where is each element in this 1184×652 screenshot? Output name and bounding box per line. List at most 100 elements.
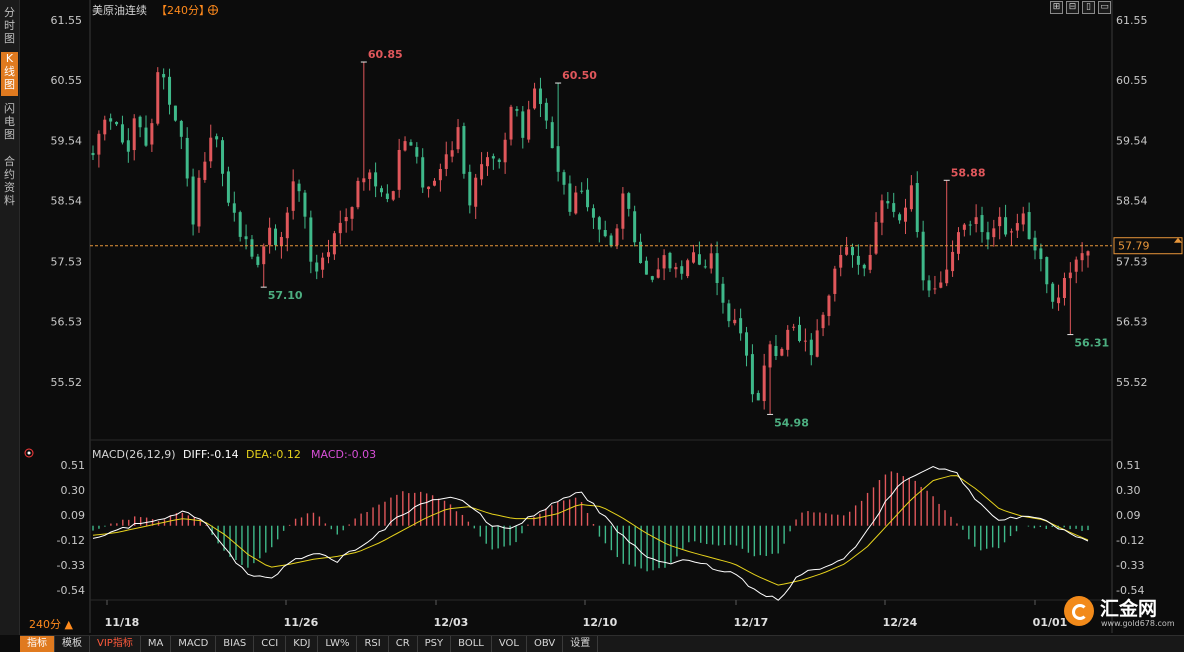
indicator-tab-boll[interactable]: BOLL bbox=[451, 636, 492, 652]
candle bbox=[144, 115, 148, 147]
candle bbox=[103, 115, 107, 141]
indicator-tab-obv[interactable]: OBV bbox=[527, 636, 564, 652]
indicator-tab-[interactable]: 指标 bbox=[20, 636, 55, 652]
candle bbox=[256, 253, 260, 268]
candle bbox=[762, 353, 766, 410]
candle bbox=[821, 312, 825, 337]
candle bbox=[538, 77, 542, 118]
candle bbox=[780, 347, 784, 357]
candle bbox=[786, 325, 790, 357]
candle bbox=[939, 271, 943, 289]
candle bbox=[368, 169, 372, 191]
candle bbox=[591, 204, 595, 229]
candle bbox=[250, 235, 254, 260]
indicator-tab-kdj[interactable]: KDJ bbox=[286, 636, 319, 652]
indicator-tab-[interactable]: 设置 bbox=[563, 636, 599, 652]
indicator-tab-vol[interactable]: VOL bbox=[492, 636, 527, 652]
logo-mark-icon bbox=[1064, 596, 1094, 626]
candle bbox=[1045, 256, 1049, 294]
indicator-tab-cr[interactable]: CR bbox=[389, 636, 418, 652]
candle bbox=[868, 244, 872, 274]
candle bbox=[556, 83, 560, 182]
x-date-label: 12/03 bbox=[434, 616, 469, 629]
candle bbox=[968, 220, 972, 236]
indicator-tab-bias[interactable]: BIAS bbox=[216, 636, 255, 652]
candle bbox=[845, 236, 849, 256]
layout-split-icon[interactable]: ⊟ bbox=[1066, 1, 1079, 14]
candle bbox=[185, 127, 189, 187]
candle bbox=[491, 153, 495, 170]
indicator-tab-cci[interactable]: CCI bbox=[254, 636, 287, 652]
candle bbox=[603, 220, 607, 238]
indicator-tab-ma[interactable]: MA bbox=[141, 636, 172, 652]
candle bbox=[274, 224, 278, 251]
candle bbox=[697, 241, 701, 266]
x-date-label: 12/17 bbox=[734, 616, 769, 629]
y-tick-left: 58.54 bbox=[51, 195, 83, 208]
candle bbox=[262, 243, 266, 288]
candle bbox=[533, 82, 537, 110]
candle bbox=[91, 145, 95, 161]
indicator-tab-psy[interactable]: PSY bbox=[418, 636, 452, 652]
candle bbox=[427, 186, 431, 198]
candle bbox=[285, 207, 289, 252]
chart-canvas[interactable]: 美原油连续 【240分】 61.55 61.55 60.55 60.55 59.54 59… bbox=[0, 0, 1184, 635]
candle bbox=[633, 205, 637, 247]
candle bbox=[880, 194, 884, 236]
x-date-label: 11/18 bbox=[105, 616, 140, 629]
indicator-tab-lw[interactable]: LW% bbox=[318, 636, 358, 652]
indicator-tab-[interactable]: 模板 bbox=[55, 636, 90, 652]
candle bbox=[956, 227, 960, 261]
candle bbox=[1039, 243, 1043, 272]
candle bbox=[203, 152, 207, 183]
macd-value-label: MACD:-0.03 bbox=[311, 448, 376, 461]
candle bbox=[527, 100, 531, 143]
candle bbox=[774, 334, 778, 360]
candle bbox=[156, 67, 160, 126]
candle bbox=[886, 192, 890, 209]
candle bbox=[892, 192, 896, 218]
candle bbox=[397, 138, 401, 198]
candle bbox=[1009, 228, 1013, 246]
period-selector-button[interactable]: 240分 ▲ bbox=[29, 618, 73, 631]
maximize-icon[interactable]: ▭ bbox=[1098, 1, 1111, 14]
y-tick-left: 56.53 bbox=[51, 315, 83, 328]
candle bbox=[962, 223, 966, 237]
candle bbox=[315, 254, 319, 280]
macd-y-tick-right: 0.51 bbox=[1116, 459, 1141, 472]
candle bbox=[379, 185, 383, 197]
indicator-tab-macd[interactable]: MACD bbox=[171, 636, 217, 652]
layout-grid-icon[interactable]: ⊞ bbox=[1050, 1, 1063, 14]
window-controls: ⊞ ⊟ ▯ ▭ bbox=[1050, 1, 1114, 15]
candle bbox=[162, 68, 166, 90]
logo-url: www.gold678.com bbox=[1101, 619, 1175, 628]
candle bbox=[462, 122, 466, 179]
candle bbox=[974, 204, 978, 233]
indicator-tab-rsi[interactable]: RSI bbox=[357, 636, 389, 652]
candle bbox=[385, 184, 389, 203]
tab-flash[interactable]: 闪电图 bbox=[4, 102, 15, 141]
y-tick-left: 55.52 bbox=[51, 376, 83, 389]
candle bbox=[933, 275, 937, 295]
candle bbox=[874, 212, 878, 255]
candle bbox=[138, 115, 142, 138]
logo-name: 汇金网 bbox=[1100, 598, 1158, 620]
restore-icon[interactable]: ▯ bbox=[1082, 1, 1095, 14]
candle bbox=[792, 323, 796, 331]
macd-label: MACD(26,12,9) bbox=[92, 448, 176, 461]
tab-intraday[interactable]: 分时图 bbox=[4, 6, 15, 45]
candle bbox=[303, 189, 307, 229]
candle bbox=[480, 152, 484, 186]
candle bbox=[421, 148, 425, 193]
settings-dot-icon[interactable] bbox=[24, 448, 34, 458]
tab-contract-info[interactable]: 合约资料 bbox=[4, 155, 15, 207]
candle bbox=[403, 136, 407, 152]
circle-plus-icon[interactable] bbox=[208, 5, 218, 15]
candle bbox=[115, 121, 119, 127]
candle bbox=[733, 308, 737, 326]
candle bbox=[615, 224, 619, 250]
indicator-tab-vip[interactable]: VIP指标 bbox=[90, 636, 141, 652]
candle bbox=[232, 191, 236, 222]
candle bbox=[798, 316, 802, 343]
